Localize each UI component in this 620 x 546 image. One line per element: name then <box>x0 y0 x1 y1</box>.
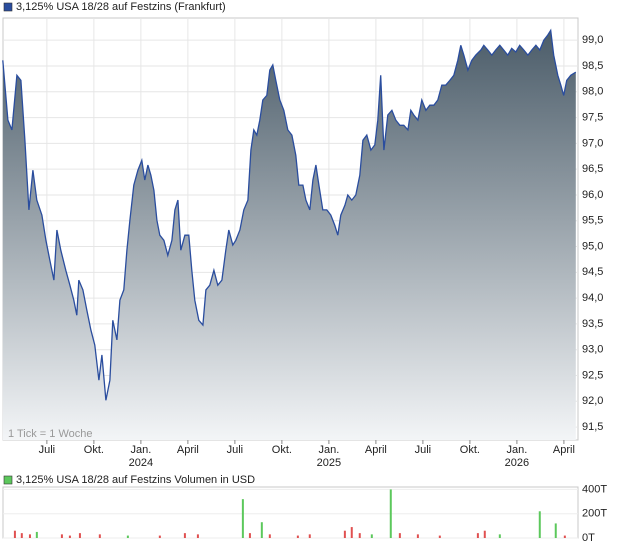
volume-bar <box>20 533 23 538</box>
volume-bar <box>28 534 31 538</box>
x-tick-label: Juli <box>415 444 432 456</box>
x-tick-label: Jan. <box>506 444 527 456</box>
volume-bar <box>158 535 161 538</box>
x-tick-label: April <box>365 444 387 456</box>
volume-bar <box>398 533 401 538</box>
x-tick-label: April <box>553 444 575 456</box>
volume-bar <box>241 499 244 538</box>
x-tick-label: Juli <box>227 444 244 456</box>
y-tick-label: 92,0 <box>582 395 603 407</box>
volume-bar <box>126 535 129 538</box>
volume-bar <box>554 523 557 538</box>
volume-bar <box>13 530 16 538</box>
y-tick-label: 95,5 <box>582 215 603 227</box>
legend-title: 3,125% USA 18/28 auf Festzins (Frankfurt… <box>16 1 226 13</box>
y-tick-label: 94,0 <box>582 292 603 304</box>
volume-bar <box>296 535 299 538</box>
price-line <box>2 28 577 401</box>
volume-bar <box>268 534 271 538</box>
volume-bar <box>538 511 541 538</box>
volume-bar <box>260 522 263 538</box>
y-tick-label: 92,5 <box>582 369 603 381</box>
volume-bar <box>416 534 419 538</box>
volume-bar <box>248 533 251 538</box>
y-tick-label: 200T <box>582 508 607 520</box>
volume-bar <box>183 533 186 538</box>
x-tick-label: April <box>177 444 199 456</box>
y-tick-label: 400T <box>582 483 607 495</box>
legend-title: 3,125% USA 18/28 auf Festzins Volumen in… <box>16 474 255 486</box>
y-tick-label: 98,5 <box>582 60 603 72</box>
legend-swatch <box>3 2 13 12</box>
volume-bar <box>563 535 566 538</box>
y-tick-label: 0T <box>582 532 595 544</box>
volume-bar <box>358 533 361 538</box>
x-tick-label: Jan. <box>130 444 151 456</box>
y-tick-label: 94,5 <box>582 266 603 278</box>
year-label: 2026 <box>505 457 529 469</box>
y-tick-label: 99,0 <box>582 34 603 46</box>
volume-bar <box>343 530 346 538</box>
year-label: 2024 <box>129 457 153 469</box>
legend-swatch <box>3 475 13 485</box>
y-tick-label: 93,5 <box>582 318 603 330</box>
volume-bar <box>389 489 392 538</box>
tick-note: 1 Tick = 1 Woche <box>8 428 92 440</box>
volume-bar <box>60 534 63 538</box>
volume-bar <box>308 534 311 538</box>
y-tick-label: 97,5 <box>582 111 603 123</box>
volume-bar <box>196 534 199 538</box>
x-tick-label: Okt. <box>460 444 480 456</box>
volume-bar <box>68 535 71 538</box>
y-tick-label: 91,5 <box>582 421 603 433</box>
x-tick-label: Okt. <box>84 444 104 456</box>
volume-bar <box>78 533 81 538</box>
y-tick-label: 93,0 <box>582 344 603 356</box>
x-tick-label: Jan. <box>318 444 339 456</box>
volume-bar <box>498 534 501 538</box>
x-tick-label: Juli <box>39 444 56 456</box>
volume-bar <box>35 531 38 538</box>
year-label: 2025 <box>317 457 341 469</box>
y-tick-label: 98,0 <box>582 86 603 98</box>
volume-panel <box>2 486 579 539</box>
price-area <box>2 30 576 441</box>
y-tick-label: 95,0 <box>582 240 603 252</box>
volume-bar <box>476 533 479 538</box>
y-tick-label: 97,0 <box>582 137 603 149</box>
x-tick-label: Okt. <box>272 444 292 456</box>
volume-bar <box>438 535 441 538</box>
volume-bar <box>483 530 486 538</box>
volume-bar <box>350 527 353 538</box>
y-tick-label: 96,5 <box>582 163 603 175</box>
y-tick-label: 96,0 <box>582 189 603 201</box>
volume-bar <box>370 534 373 538</box>
volume-bar <box>98 534 101 538</box>
